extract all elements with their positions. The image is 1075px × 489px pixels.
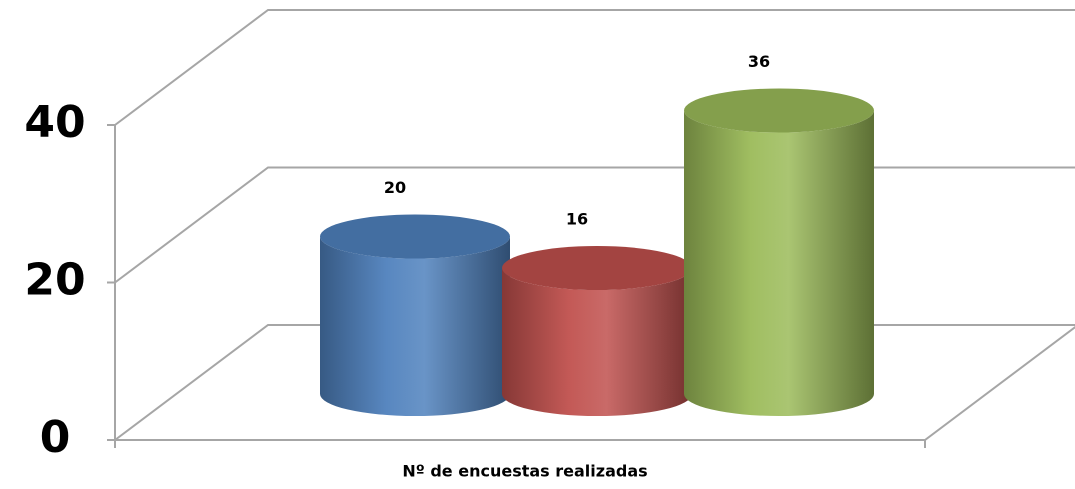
y-tick-label: 40	[24, 97, 85, 148]
cylinder	[684, 110, 874, 416]
data-label: 36	[748, 52, 770, 71]
x-tick-label: Nº de encuestas realizadas	[402, 462, 647, 481]
cylinder	[502, 268, 692, 416]
cylinder-top	[502, 246, 692, 290]
cylinder	[320, 236, 510, 416]
y-tick-label: 0	[40, 412, 71, 463]
cylinder-top	[684, 88, 874, 133]
data-label: 16	[566, 210, 588, 229]
grid-line	[114, 9, 1075, 126]
cylinder-top	[320, 214, 510, 259]
data-label: 20	[384, 178, 406, 197]
y-tick-label: 20	[24, 255, 85, 306]
